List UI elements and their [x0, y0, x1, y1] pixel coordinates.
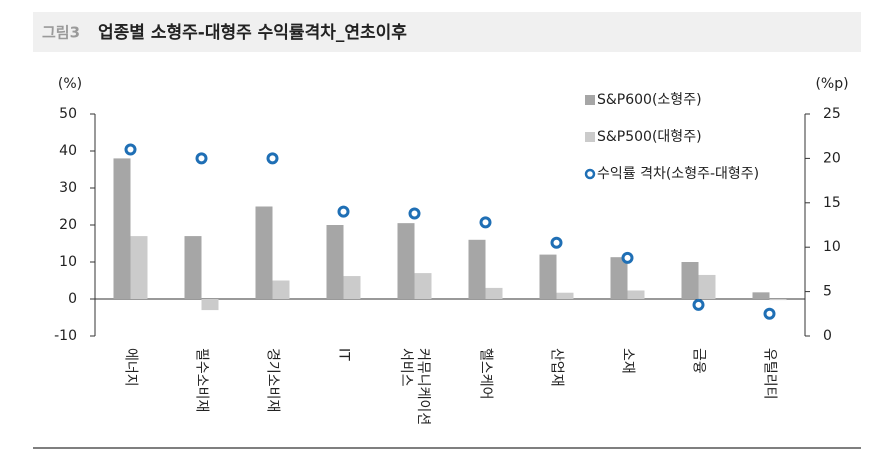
bar: [272, 280, 290, 299]
bar: [130, 236, 148, 299]
y-axis-label: (%): [58, 76, 82, 92]
bar: [627, 290, 645, 299]
y2-tick-label: 5: [823, 284, 832, 300]
x-tick-label: 헬스케어: [478, 348, 494, 400]
y2-tick-label: 20: [823, 150, 841, 166]
y-tick-label: 0: [68, 291, 77, 307]
bar: [752, 292, 770, 299]
gap-marker: [621, 251, 634, 264]
gap-marker: [266, 152, 279, 165]
y-tick-label: -10: [54, 328, 77, 344]
x-tick-label: 소재: [620, 348, 636, 374]
bar: [326, 225, 344, 299]
legend-label: S&P500(대형주): [597, 129, 702, 145]
y2-tick-label: 15: [823, 195, 841, 211]
y2-tick-label: 0: [823, 328, 832, 344]
y-tick-label: 30: [59, 180, 77, 196]
bar: [468, 239, 486, 299]
legend-label: S&P600(소형주): [597, 92, 702, 108]
gap-marker: [337, 205, 350, 218]
bar: [113, 158, 131, 299]
legend-swatch: [585, 132, 595, 142]
bar: [681, 262, 699, 299]
legend-marker: [584, 168, 596, 180]
x-tick-label: 에너지: [123, 348, 139, 387]
bar: [610, 257, 628, 299]
bar: [698, 274, 716, 299]
y2-tick-label: 25: [823, 106, 841, 122]
chart-title: 업종별 소형주-대형주 수익률격차_연초이후: [98, 22, 407, 43]
legend-label: 수익률 격차(소형주-대형주): [597, 166, 759, 182]
header-band: [33, 12, 861, 52]
gap-marker: [550, 236, 563, 249]
x-tick-label: 유틸리티: [762, 348, 778, 400]
bar: [343, 276, 361, 299]
legend-swatch: [585, 95, 595, 105]
figure-label: 그림3: [42, 24, 80, 42]
bar: [201, 299, 219, 311]
gap-marker: [124, 143, 137, 156]
bar: [397, 223, 415, 299]
y-tick-label: 20: [59, 217, 77, 233]
y-tick-label: 50: [59, 106, 77, 122]
bar: [255, 206, 273, 299]
bar: [539, 254, 557, 299]
x-tick-label: 산업재: [549, 348, 565, 387]
gap-marker: [479, 216, 492, 229]
x-tick-label: IT: [336, 348, 352, 361]
x-tick-label: 금융: [691, 348, 707, 374]
y2-axis-label: (%p): [815, 76, 848, 92]
bar: [485, 287, 503, 299]
bar: [184, 236, 202, 299]
gap-marker: [408, 207, 421, 220]
x-tick-label: 커뮤니케이션 서비스: [398, 348, 431, 430]
x-tick-label: 경기소비재: [265, 348, 281, 412]
x-tick-label: 필수소비재: [194, 348, 210, 412]
gap-marker: [195, 152, 208, 165]
gap-marker: [763, 307, 776, 320]
y2-tick-label: 10: [823, 239, 841, 255]
y-tick-label: 10: [59, 254, 77, 270]
bar: [556, 292, 574, 299]
gap-marker: [692, 298, 705, 311]
y-tick-label: 40: [59, 143, 77, 159]
bar: [769, 299, 787, 301]
bar: [414, 273, 432, 299]
